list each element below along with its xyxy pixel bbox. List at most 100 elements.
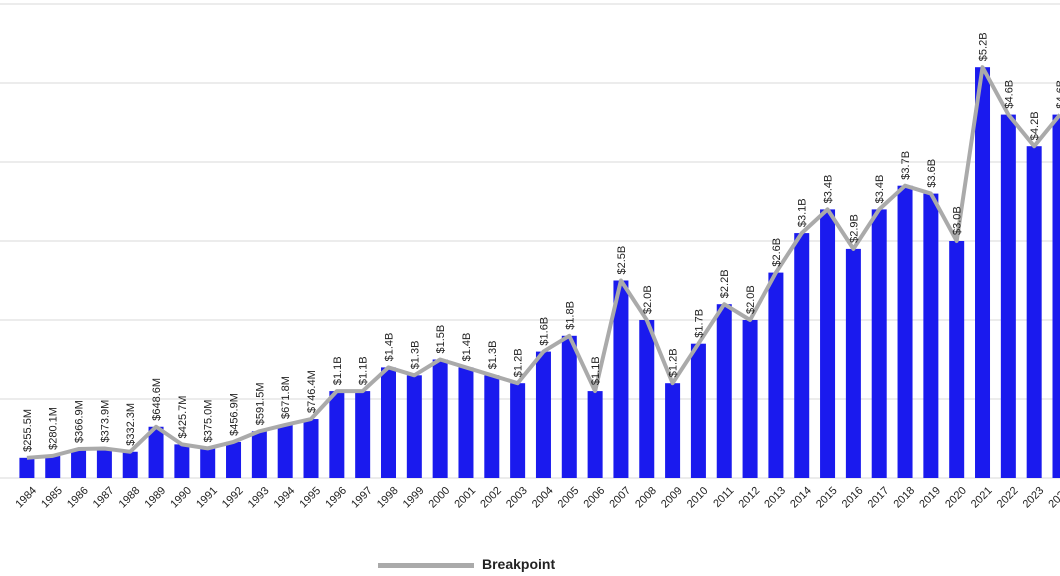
x-tick-label: 2012 (736, 485, 762, 511)
data-label: $2.5B (616, 246, 628, 275)
x-tick-label: 2020 (943, 485, 969, 511)
bar (820, 209, 836, 478)
legend-label: Breakpoint (482, 556, 556, 572)
x-tick-label: 1997 (349, 485, 375, 511)
bar (45, 455, 61, 478)
data-label: $5.2B (978, 32, 990, 61)
bar (96, 448, 112, 478)
data-label: $3.7B (900, 151, 912, 180)
data-label: $1.2B (668, 348, 680, 377)
bar (71, 449, 87, 478)
bar (251, 431, 267, 478)
x-tick-label: 2016 (840, 485, 866, 511)
bar (226, 441, 242, 478)
data-label: $1.4B (461, 333, 473, 362)
x-tick-label: 1988 (117, 485, 143, 511)
bar (174, 444, 190, 478)
bar (148, 426, 164, 478)
x-tick-label: 1999 (401, 485, 427, 511)
x-tick-label: 2003 (504, 485, 530, 511)
x-tick-label: 1996 (323, 485, 349, 511)
data-label: $2.0B (745, 285, 757, 314)
x-tick-label: 2010 (685, 485, 711, 511)
data-label: $280.1M (48, 407, 60, 450)
data-label: $2.0B (642, 285, 654, 314)
bar (949, 241, 965, 478)
x-tick-label: 2015 (814, 485, 840, 511)
data-label: $3.4B (874, 175, 886, 204)
x-tick-label: 1987 (91, 485, 117, 511)
data-label: $648.6M (151, 378, 163, 421)
data-label: $4.6B (1055, 80, 1060, 109)
data-label: $1.8B (564, 301, 576, 330)
bar (665, 383, 681, 478)
x-tick-label: 2014 (788, 485, 814, 511)
bar (639, 320, 655, 478)
bar (277, 424, 293, 478)
data-label: $3.6B (926, 159, 938, 188)
bar (923, 193, 939, 478)
x-tick-label: 2023 (1021, 485, 1047, 511)
data-label: $1.1B (590, 356, 602, 385)
bar (200, 448, 216, 478)
bar (406, 375, 422, 478)
x-tick-label: 2002 (478, 485, 504, 511)
x-tick-label: 2024 (1046, 485, 1060, 511)
x-tick-label: 2021 (969, 485, 995, 511)
bar (975, 67, 991, 478)
x-tick-label: 2013 (762, 485, 788, 511)
data-label: $1.5B (435, 325, 447, 354)
bar (432, 359, 448, 478)
bar (716, 304, 732, 478)
x-tick-label: 2017 (866, 485, 892, 511)
data-label: $366.9M (74, 400, 86, 443)
bar (690, 343, 706, 478)
bar (587, 391, 603, 478)
bar (380, 367, 396, 478)
bar (845, 248, 861, 478)
data-label: $1.3B (409, 341, 421, 370)
legend-line-swatch (378, 563, 474, 568)
x-tick-label: 2022 (995, 485, 1021, 511)
x-tick-label: 2001 (452, 485, 478, 511)
data-label: $746.4M (306, 370, 318, 413)
data-label: $1.3B (487, 341, 499, 370)
bar (742, 320, 758, 478)
x-tick-label: 1986 (65, 485, 91, 511)
bar (613, 280, 629, 478)
data-label: $4.6B (1003, 80, 1015, 109)
x-tick-label: 1991 (194, 485, 220, 511)
data-label: $591.5M (254, 382, 266, 425)
x-tick-label: 2005 (556, 485, 582, 511)
x-tick-label: 2007 (607, 485, 633, 511)
x-tick-label: 1985 (39, 485, 65, 511)
bar (1052, 114, 1060, 478)
bar (794, 233, 810, 478)
x-tick-label: 2018 (891, 485, 917, 511)
x-tick-label: 1995 (297, 485, 323, 511)
x-tick-label: 1993 (246, 485, 272, 511)
x-tick-label: 1994 (272, 485, 298, 511)
data-label: $1.7B (693, 309, 705, 338)
x-tick-label: 2000 (427, 485, 453, 511)
x-tick-label: 1989 (142, 485, 168, 511)
data-label: $2.6B (771, 238, 783, 267)
data-label: $3.0B (952, 206, 964, 235)
bar (1000, 114, 1016, 478)
data-label: $1.1B (332, 356, 344, 385)
data-label: $1.1B (358, 356, 370, 385)
bar (458, 367, 474, 478)
data-label: $1.6B (538, 317, 550, 346)
x-tick-label: 2009 (659, 485, 685, 511)
x-tick-label: 1992 (220, 485, 246, 511)
bar (355, 391, 371, 478)
data-label: $332.3M (125, 403, 137, 446)
data-label: $373.9M (99, 400, 111, 443)
data-label: $2.9B (848, 214, 860, 243)
bar (871, 209, 887, 478)
data-label: $1.2B (513, 348, 525, 377)
x-tick-label: 1998 (375, 485, 401, 511)
bar (484, 375, 500, 478)
legend: Breakpoint (378, 556, 618, 574)
x-tick-label: 2004 (530, 485, 556, 511)
